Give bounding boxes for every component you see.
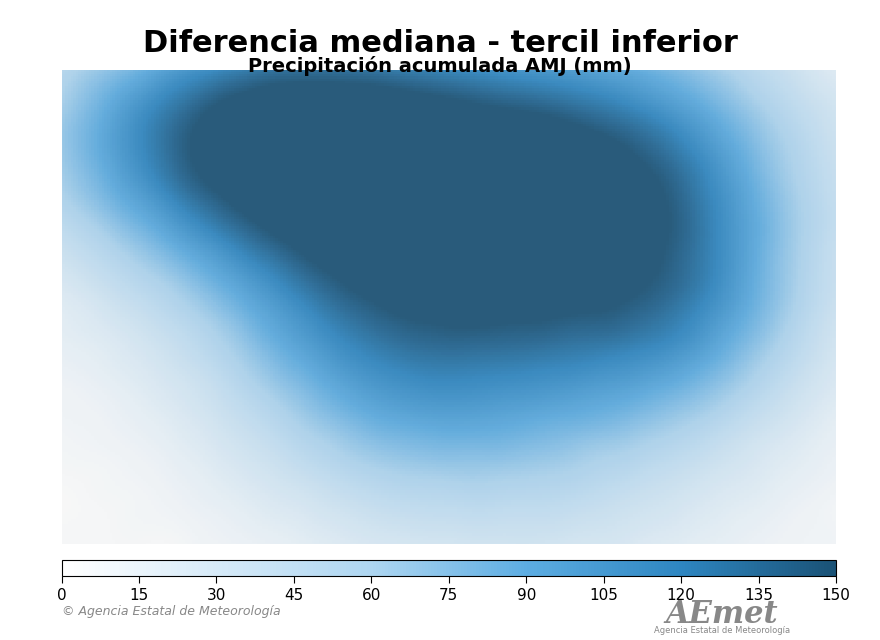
Text: AEmet: AEmet (665, 599, 778, 630)
Text: © Agencia Estatal de Meteorología: © Agencia Estatal de Meteorología (62, 605, 280, 618)
Text: Agencia Estatal de Meteorología: Agencia Estatal de Meteorología (654, 626, 789, 635)
Text: Diferencia mediana - tercil inferior: Diferencia mediana - tercil inferior (143, 29, 737, 58)
Text: Precipitación acumulada AMJ (mm): Precipitación acumulada AMJ (mm) (248, 56, 632, 76)
